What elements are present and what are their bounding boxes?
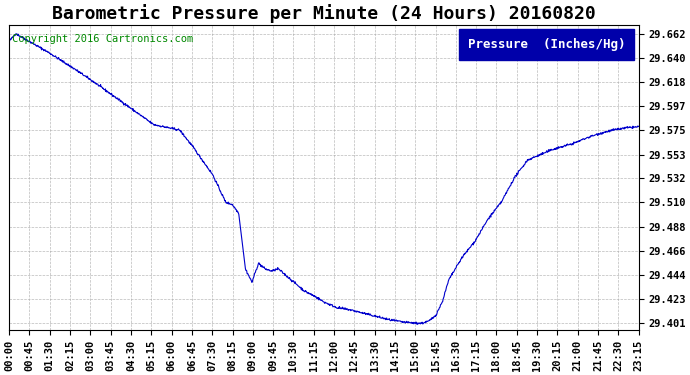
Bar — [460, 29, 634, 60]
Title: Barometric Pressure per Minute (24 Hours) 20160820: Barometric Pressure per Minute (24 Hours… — [52, 4, 595, 23]
Text: Pressure  (Inches/Hg): Pressure (Inches/Hg) — [468, 38, 625, 51]
Text: Copyright 2016 Cartronics.com: Copyright 2016 Cartronics.com — [12, 34, 194, 44]
